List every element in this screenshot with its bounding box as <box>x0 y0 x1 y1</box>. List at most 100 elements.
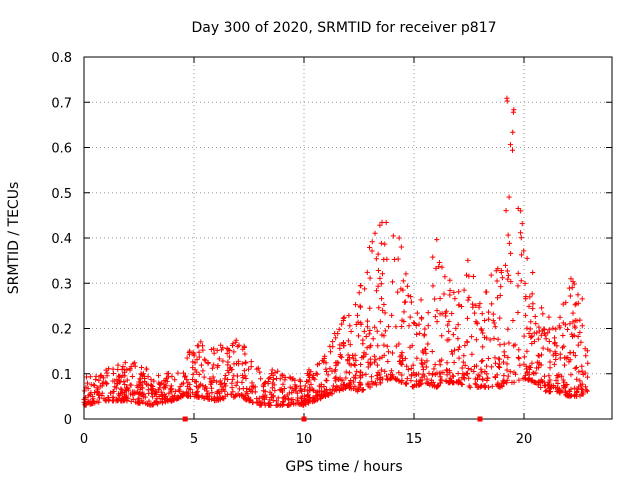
data-point <box>414 355 420 361</box>
data-point <box>455 321 461 328</box>
data-point <box>474 320 480 326</box>
data-point <box>222 388 228 394</box>
data-point <box>225 367 231 374</box>
data-point <box>164 371 170 377</box>
data-point <box>214 364 221 370</box>
data-point <box>141 391 147 397</box>
data-point <box>484 335 490 341</box>
data-point <box>122 360 128 366</box>
data-point <box>430 283 436 289</box>
data-point <box>233 382 239 388</box>
data-point <box>304 392 311 399</box>
data-point <box>166 390 172 396</box>
data-point <box>479 311 485 317</box>
data-point <box>568 386 574 392</box>
data-point <box>377 355 383 361</box>
data-point <box>225 362 231 368</box>
data-point <box>192 360 198 366</box>
data-point <box>585 360 591 366</box>
data-point <box>497 342 503 348</box>
data-point <box>346 382 352 388</box>
data-point <box>204 388 210 394</box>
data-point <box>399 372 405 378</box>
data-point <box>249 383 255 389</box>
data-point <box>496 356 503 362</box>
data-point <box>570 310 576 316</box>
data-point <box>555 387 561 393</box>
data-point <box>145 387 151 393</box>
data-point <box>257 369 263 375</box>
data-point <box>352 302 359 308</box>
data-point <box>508 250 514 257</box>
data-point <box>217 378 223 384</box>
data-point <box>95 386 101 392</box>
data-point <box>219 386 225 392</box>
data-point <box>407 314 413 320</box>
data-point <box>85 386 91 392</box>
data-point <box>516 356 522 362</box>
data-point <box>369 379 375 385</box>
data-point <box>282 377 288 383</box>
data-point <box>248 363 254 370</box>
data-point <box>115 373 122 379</box>
data-point <box>211 350 217 356</box>
data-point <box>150 401 156 408</box>
data-point <box>332 368 338 374</box>
data-point <box>207 376 213 382</box>
data-point <box>198 339 204 345</box>
data-point <box>195 394 201 400</box>
data-point <box>277 376 283 382</box>
data-point <box>294 390 300 396</box>
data-point <box>526 330 532 337</box>
data-point <box>437 362 443 368</box>
data-point <box>576 369 582 375</box>
data-point <box>240 385 246 392</box>
data-point <box>395 256 401 262</box>
data-point <box>466 375 472 381</box>
data-point <box>459 381 465 388</box>
data-point <box>452 295 458 302</box>
data-point <box>235 391 241 397</box>
data-point <box>460 371 466 377</box>
data-point <box>314 371 320 377</box>
x-tick-label: 20 <box>516 432 533 447</box>
data-point <box>529 333 535 340</box>
data-point <box>318 395 324 401</box>
data-point <box>505 272 512 279</box>
data-point <box>510 317 516 324</box>
data-point <box>277 387 283 393</box>
data-point <box>567 293 574 299</box>
data-point <box>267 374 273 381</box>
data-point <box>389 312 395 318</box>
data-point <box>356 290 362 296</box>
data-point <box>488 272 494 278</box>
data-point <box>518 208 524 214</box>
data-point <box>530 269 536 276</box>
data-point <box>420 367 427 373</box>
data-point <box>374 372 381 378</box>
data-point <box>574 376 580 382</box>
data-point <box>567 357 573 363</box>
data-point <box>220 358 226 364</box>
data-point <box>182 373 189 379</box>
data-point <box>340 340 347 346</box>
data-point <box>561 343 567 349</box>
data-point <box>222 376 228 382</box>
data-point <box>578 339 584 345</box>
data-point <box>332 387 339 393</box>
data-point <box>421 331 428 337</box>
y-tick-label: 0.1 <box>51 368 72 383</box>
data-point <box>310 375 316 381</box>
data-point <box>353 321 359 328</box>
data-point <box>200 368 206 374</box>
data-point <box>142 378 148 385</box>
data-point <box>411 320 417 326</box>
data-point <box>485 384 492 390</box>
data-point <box>116 379 123 385</box>
data-point <box>445 380 451 386</box>
data-point <box>365 380 371 386</box>
data-point <box>541 330 547 336</box>
data-point <box>272 370 278 376</box>
data-point <box>214 390 220 397</box>
